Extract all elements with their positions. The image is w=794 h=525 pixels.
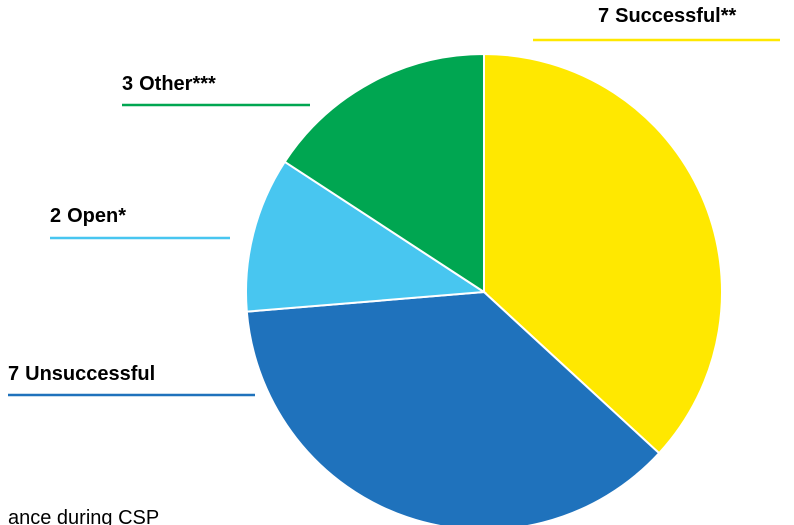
slice-label: 7 Successful** (598, 5, 737, 27)
pie-slice (245, 290, 661, 525)
pie-slice (483, 52, 723, 455)
slice-label: 7 Unsuccessful (8, 363, 155, 385)
slice-value: 2 (50, 205, 61, 227)
slice-value: 7 (598, 5, 609, 27)
slice-name: Open* (67, 205, 126, 227)
pie-slice (283, 52, 485, 294)
slice-label: 3 Other*** (122, 73, 216, 95)
slice-label: 2 Open* (50, 205, 126, 227)
pie-slice (245, 160, 487, 313)
slice-name: Other*** (139, 73, 216, 95)
slice-name: Successful** (615, 5, 736, 27)
slice-name: Unsuccessful (25, 363, 155, 385)
footnote: ance during CSP (8, 507, 159, 525)
slice-value: 7 (8, 363, 19, 385)
slice-value: 3 (122, 73, 133, 95)
